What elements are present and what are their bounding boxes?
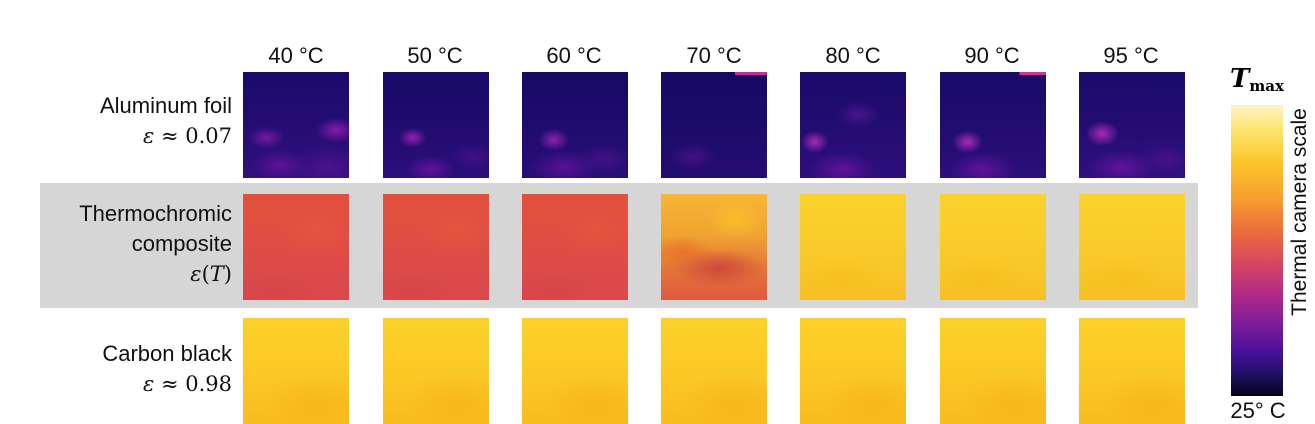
emissivity-equation: ε ≈ 0.98 xyxy=(142,372,232,396)
thermal-image-thermochromic-95C xyxy=(1079,194,1185,300)
thermal-image-carbon-70C xyxy=(661,318,767,424)
thermal-image-aluminum-80C xyxy=(800,72,906,178)
colorbar-max-label: Tmax xyxy=(1230,64,1284,95)
thermal-image-aluminum-70C xyxy=(661,72,767,178)
thermal-image-carbon-95C xyxy=(1079,318,1185,424)
emissivity-equation: ε ≈ 0.07 xyxy=(142,124,232,148)
thermal-image-carbon-80C xyxy=(800,318,906,424)
temperature-label-80: 80 °C xyxy=(825,43,881,68)
row-label-carbon-black: Carbon black ε ≈ 0.98 xyxy=(102,339,232,399)
colorbar-min-label: 25° C xyxy=(1230,398,1286,423)
row-label-aluminum-foil: Aluminum foil ε ≈ 0.07 xyxy=(100,91,232,151)
temperature-label-95: 95 °C xyxy=(1103,43,1159,68)
temperature-label-70: 70 °C xyxy=(686,43,742,68)
thermal-image-aluminum-50C xyxy=(383,72,489,178)
thermal-image-carbon-60C xyxy=(522,318,628,424)
row-label-thermochromic-composite: Thermochromic composite ε(T) xyxy=(79,199,232,289)
row-label-text: Thermochromic xyxy=(79,201,232,226)
temperature-label-60: 60 °C xyxy=(546,43,602,68)
thermal-image-thermochromic-80C xyxy=(800,194,906,300)
thermal-image-aluminum-95C xyxy=(1079,72,1185,178)
row-label-text: Carbon black xyxy=(102,341,232,366)
thermal-image-aluminum-90C xyxy=(940,72,1046,178)
thermal-image-carbon-50C xyxy=(383,318,489,424)
thermal-image-aluminum-40C xyxy=(243,72,349,178)
temperature-label-50: 50 °C xyxy=(407,43,463,68)
thermal-image-thermochromic-70C xyxy=(661,194,767,300)
emissivity-equation: ε(T) xyxy=(190,262,232,286)
thermal-image-aluminum-60C xyxy=(522,72,628,178)
thermal-image-thermochromic-90C xyxy=(940,194,1046,300)
colorbar xyxy=(1231,105,1283,396)
thermal-image-carbon-90C xyxy=(940,318,1046,424)
thermal-image-carbon-40C xyxy=(243,318,349,424)
thermal-image-thermochromic-40C xyxy=(243,194,349,300)
row-label-text: composite xyxy=(131,231,232,256)
row-label-text: Aluminum foil xyxy=(99,93,232,118)
temperature-label-90: 90 °C xyxy=(964,43,1020,68)
temperature-label-40: 40 °C xyxy=(268,43,324,68)
thermal-image-thermochromic-50C xyxy=(383,194,489,300)
thermal-image-thermochromic-60C xyxy=(522,194,628,300)
